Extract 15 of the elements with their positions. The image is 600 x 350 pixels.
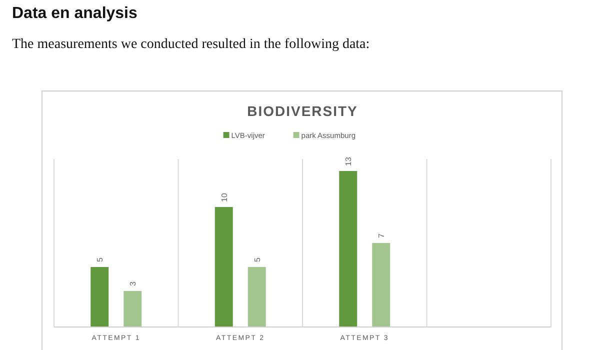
- data-label: 5: [252, 257, 262, 262]
- text: The measurements we conducted resulted in the following data:: [12, 37, 370, 52]
- bar: [248, 267, 266, 327]
- bar: [339, 171, 358, 327]
- data-label: 10: [220, 192, 229, 202]
- text: Data en analysis: [12, 5, 138, 22]
- chart-title: BIODIVERSITY: [247, 103, 358, 119]
- data-label: 13: [344, 156, 354, 166]
- data-label: 5: [96, 257, 105, 262]
- bar: [124, 291, 142, 327]
- bar: [214, 207, 233, 327]
- data-label: 3: [128, 281, 138, 286]
- data-label: 7: [377, 233, 386, 238]
- bar: [372, 243, 390, 327]
- bar: [90, 267, 109, 327]
